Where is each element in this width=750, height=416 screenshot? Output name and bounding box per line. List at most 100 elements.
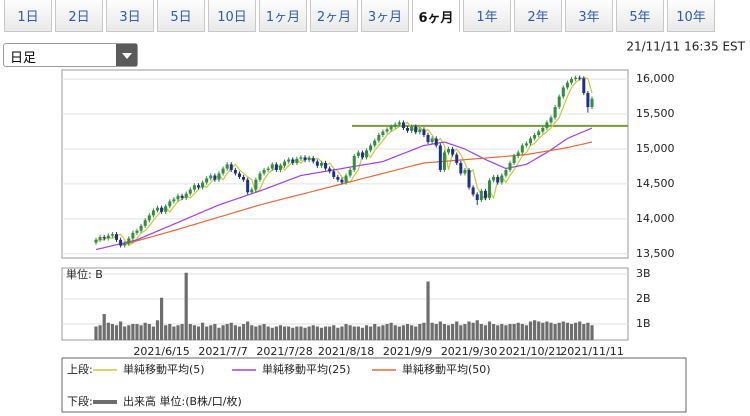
volume-bar bbox=[377, 326, 381, 340]
volume-bar bbox=[348, 325, 352, 340]
y-tick-label: 14,000 bbox=[636, 212, 675, 225]
volume-bar bbox=[410, 325, 414, 340]
candle-body bbox=[250, 189, 254, 193]
candle-body bbox=[533, 134, 537, 139]
candle-body bbox=[529, 138, 533, 144]
candle-body bbox=[119, 239, 123, 246]
candle-body bbox=[377, 134, 381, 141]
period-tab[interactable]: 2ヶ月 bbox=[310, 0, 358, 32]
candle-body bbox=[324, 162, 328, 169]
period-tab[interactable]: 5年 bbox=[616, 0, 664, 32]
candle-body bbox=[520, 145, 524, 153]
period-tab[interactable]: 1日 bbox=[4, 0, 52, 32]
x-tick-label: 2021/11/11 bbox=[560, 345, 623, 358]
volume-bar bbox=[246, 321, 250, 340]
candle-body bbox=[455, 154, 459, 163]
candle-body bbox=[488, 180, 492, 198]
candle-body bbox=[213, 175, 217, 180]
candle-body bbox=[492, 176, 496, 181]
x-tick-label: 2021/8/18 bbox=[318, 345, 374, 358]
volume-bar bbox=[524, 325, 529, 340]
legend-label: 単純移動平均(25) bbox=[262, 362, 351, 376]
volume-bar bbox=[139, 325, 143, 340]
candle-body bbox=[340, 179, 344, 183]
candle-body bbox=[459, 162, 463, 174]
candle-body bbox=[303, 157, 307, 161]
volume-bar bbox=[455, 321, 459, 340]
y-tick-label: 14,500 bbox=[636, 177, 675, 190]
period-tab[interactable]: 1年 bbox=[463, 0, 511, 32]
candle-body bbox=[504, 169, 508, 176]
period-select[interactable]: 日足 bbox=[3, 43, 138, 67]
volume-bar bbox=[106, 322, 110, 340]
candle-body bbox=[471, 187, 475, 195]
volume-bar bbox=[258, 325, 262, 340]
period-tab[interactable]: 1ヶ月 bbox=[259, 0, 307, 32]
candle-body bbox=[283, 161, 287, 166]
candle-body bbox=[254, 179, 258, 190]
period-tab[interactable]: 3日 bbox=[106, 0, 154, 32]
volume-bar bbox=[504, 325, 508, 340]
period-tab[interactable]: 10年 bbox=[667, 0, 715, 32]
volume-bar bbox=[188, 324, 192, 340]
volume-bar bbox=[225, 324, 229, 340]
period-tab[interactable]: 5日 bbox=[157, 0, 205, 32]
y-tick-label: 15,500 bbox=[636, 107, 675, 120]
volume-bar bbox=[340, 326, 344, 340]
volume-bar bbox=[168, 324, 172, 340]
candle-body bbox=[127, 238, 131, 244]
volume-bar bbox=[459, 325, 463, 340]
period-tab[interactable]: 10日 bbox=[208, 0, 256, 32]
candle-body bbox=[168, 201, 172, 207]
candle-body bbox=[414, 126, 418, 133]
volume-bar bbox=[98, 325, 102, 340]
volume-bar bbox=[565, 322, 570, 340]
volume-bar bbox=[151, 326, 155, 340]
volume-bar bbox=[209, 325, 213, 340]
volume-bar bbox=[426, 281, 430, 340]
legend-box bbox=[61, 357, 687, 413]
volume-bar bbox=[471, 322, 475, 340]
period-tab[interactable]: 3ヶ月 bbox=[361, 0, 409, 32]
volume-bar bbox=[397, 326, 401, 340]
candle-body bbox=[541, 128, 545, 132]
volume-bar bbox=[574, 322, 578, 340]
volume-bar bbox=[176, 325, 180, 340]
select-arrow[interactable] bbox=[116, 44, 137, 66]
volume-frame bbox=[61, 267, 629, 341]
volume-bar bbox=[102, 314, 106, 340]
candle-body bbox=[447, 148, 451, 153]
candle-body bbox=[381, 131, 385, 135]
period-tab[interactable]: 6ヶ月 bbox=[412, 0, 460, 32]
x-tick-label: 2021/10/21 bbox=[499, 345, 562, 358]
candle-body bbox=[463, 169, 467, 174]
candle-body bbox=[442, 152, 446, 170]
volume-bar bbox=[553, 324, 557, 340]
period-tab[interactable]: 3年 bbox=[565, 0, 613, 32]
candle-body bbox=[139, 225, 143, 231]
unit-label: 単位: B bbox=[66, 267, 103, 281]
candle-body bbox=[311, 158, 315, 162]
volume-bar bbox=[373, 324, 377, 340]
volume-bar bbox=[114, 325, 119, 340]
candle-body bbox=[565, 82, 569, 88]
candle-body bbox=[545, 122, 549, 129]
candle-body bbox=[401, 122, 405, 129]
volume-bar bbox=[123, 326, 127, 340]
volume-bar bbox=[131, 324, 135, 340]
period-tab[interactable]: 2日 bbox=[55, 0, 103, 32]
volume-bar bbox=[200, 322, 205, 340]
price-frame bbox=[61, 69, 629, 259]
candle-body bbox=[553, 107, 557, 118]
period-tab[interactable]: 2年 bbox=[514, 0, 562, 32]
candle-body bbox=[389, 126, 393, 130]
volume-bar bbox=[217, 327, 221, 340]
candle-body bbox=[422, 129, 426, 135]
candle-body bbox=[123, 243, 127, 246]
volume-bar bbox=[533, 320, 537, 340]
candle-body bbox=[352, 155, 356, 170]
volume-bar bbox=[110, 324, 114, 340]
moving-average-line bbox=[95, 127, 593, 251]
volume-bar bbox=[496, 325, 500, 340]
candle-body bbox=[278, 165, 282, 170]
